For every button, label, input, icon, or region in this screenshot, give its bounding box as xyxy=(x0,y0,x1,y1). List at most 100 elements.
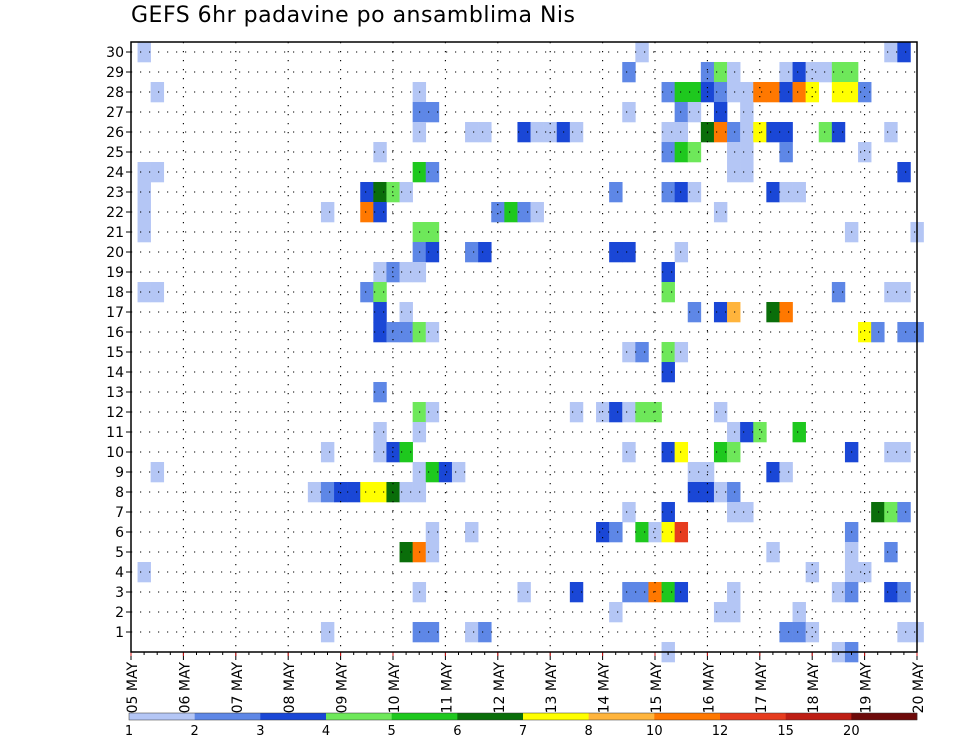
y-tick-label: 28 xyxy=(106,85,124,101)
data-cell xyxy=(727,62,741,83)
data-cell xyxy=(727,442,741,463)
data-cell xyxy=(373,182,387,203)
data-cell xyxy=(150,462,165,483)
data-cell xyxy=(792,82,806,103)
data-cell xyxy=(661,522,675,543)
legend-label: 2 xyxy=(191,724,199,739)
data-cell xyxy=(465,122,479,143)
data-cell xyxy=(713,602,728,623)
legend-swatch xyxy=(129,713,195,720)
data-cell xyxy=(713,402,728,423)
x-tick-label: 14 MAY xyxy=(597,662,613,714)
data-cell xyxy=(661,262,675,283)
data-cell xyxy=(465,242,479,263)
legend-swatch xyxy=(194,713,261,720)
y-tick-label: 8 xyxy=(115,485,124,501)
data-cell xyxy=(465,622,479,643)
data-cell xyxy=(661,442,675,463)
data-cell xyxy=(858,82,872,103)
data-cell xyxy=(805,82,820,103)
y-tick-label: 21 xyxy=(106,225,124,241)
data-cell xyxy=(831,62,846,83)
data-cell xyxy=(530,202,544,223)
data-cell xyxy=(137,222,151,243)
data-cell xyxy=(831,82,846,103)
data-cell xyxy=(360,202,374,223)
data-cell xyxy=(425,622,440,643)
data-cell xyxy=(674,342,689,363)
data-cell xyxy=(713,122,728,143)
data-cell xyxy=(674,582,689,603)
data-cell xyxy=(687,482,702,503)
y-tick-label: 24 xyxy=(106,165,124,181)
y-tick-label: 2 xyxy=(115,605,124,621)
data-cell xyxy=(661,142,675,163)
data-cell xyxy=(897,322,911,343)
data-cell xyxy=(137,202,151,223)
data-cell xyxy=(713,302,728,323)
y-tick-label: 12 xyxy=(106,405,124,421)
data-cell xyxy=(373,382,387,403)
legend-swatch xyxy=(523,713,589,720)
legend-frame xyxy=(128,712,918,721)
data-cell xyxy=(713,82,728,103)
data-cell xyxy=(307,482,322,503)
x-tick-label: 19 MAY xyxy=(859,662,875,714)
data-cell xyxy=(674,442,689,463)
data-cell xyxy=(661,182,675,203)
x-tick-label: 20 MAY xyxy=(911,662,927,714)
data-cell xyxy=(897,502,911,523)
data-cell xyxy=(517,122,531,143)
data-cell xyxy=(373,442,387,463)
data-cell xyxy=(320,202,335,223)
data-cell xyxy=(687,82,702,103)
x-tick-label: 18 MAY xyxy=(806,662,822,714)
data-cell xyxy=(897,282,911,303)
data-cell xyxy=(373,202,387,223)
legend-swatch xyxy=(260,713,327,720)
data-cell xyxy=(713,442,728,463)
data-cell xyxy=(373,482,387,503)
data-cell xyxy=(713,102,728,123)
y-tick-label: 22 xyxy=(106,205,124,221)
data-cell xyxy=(871,502,885,523)
data-cell xyxy=(399,542,413,563)
y-tick-label: 9 xyxy=(115,465,124,481)
data-cell xyxy=(884,582,898,603)
data-cell xyxy=(674,142,689,163)
data-cell xyxy=(478,622,492,643)
data-cell xyxy=(740,142,754,163)
data-cell xyxy=(713,202,728,223)
data-cell xyxy=(517,582,531,603)
data-cell xyxy=(622,242,636,263)
data-cell xyxy=(792,182,806,203)
data-cell xyxy=(320,482,335,503)
data-cell xyxy=(687,182,702,203)
data-cell xyxy=(884,442,898,463)
y-tick-label: 13 xyxy=(106,385,124,401)
x-tick-label: 10 MAY xyxy=(387,662,403,714)
data-cell xyxy=(530,122,544,143)
data-cell xyxy=(766,122,780,143)
data-cell xyxy=(661,362,675,383)
data-cell xyxy=(727,142,741,163)
data-cell xyxy=(622,582,636,603)
y-tick-label: 10 xyxy=(106,445,124,461)
data-cell xyxy=(713,482,728,503)
data-cell xyxy=(622,102,636,123)
data-cell xyxy=(425,222,440,243)
data-cell xyxy=(569,402,584,423)
data-cell xyxy=(727,602,741,623)
y-tick-label: 18 xyxy=(106,285,124,301)
data-cell xyxy=(766,82,780,103)
data-cell xyxy=(609,242,623,263)
data-cell xyxy=(740,122,754,143)
x-tick-label: 11 MAY xyxy=(439,662,455,714)
x-tick-label: 12 MAY xyxy=(492,662,508,714)
data-cell xyxy=(831,122,846,143)
y-tick-label: 19 xyxy=(106,265,124,281)
data-cell xyxy=(858,142,872,163)
data-cell xyxy=(792,422,806,443)
data-cell xyxy=(858,322,872,343)
data-cell xyxy=(740,82,754,103)
